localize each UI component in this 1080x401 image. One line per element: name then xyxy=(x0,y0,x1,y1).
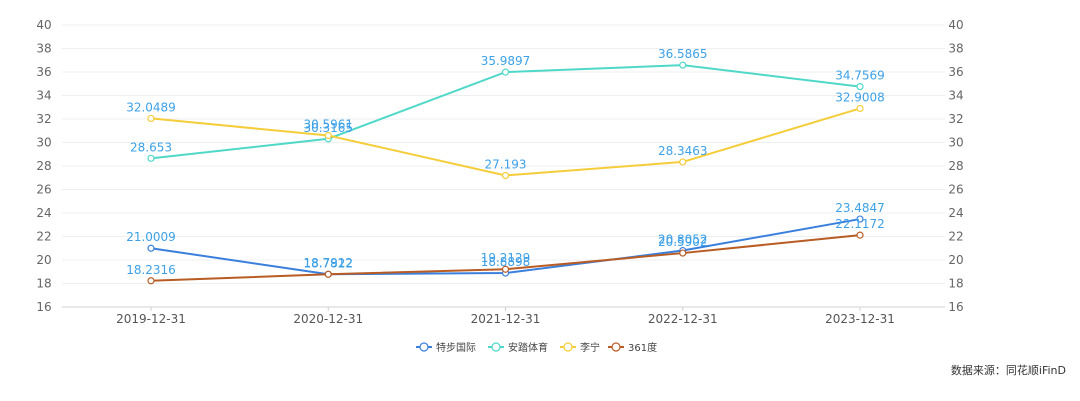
grid-lines xyxy=(62,24,945,308)
y-tick-label-right: 16 xyxy=(948,300,963,314)
data-point xyxy=(501,68,510,76)
y-tick-label-right: 26 xyxy=(948,183,963,197)
data-point xyxy=(679,158,687,166)
y-tick-label-left: 18 xyxy=(36,277,51,291)
data-label: 23.4847 xyxy=(835,201,885,215)
legend-label: 李宁 xyxy=(580,341,600,354)
data-point xyxy=(501,171,510,180)
data-point xyxy=(324,270,332,278)
legend-swatch-marker xyxy=(611,342,621,352)
y-tick-label-right: 34 xyxy=(948,89,963,103)
legend-swatch-marker xyxy=(491,342,501,352)
data-label: 21.0009 xyxy=(126,230,176,244)
data-point xyxy=(856,83,864,91)
data-label: 28.3463 xyxy=(658,144,708,158)
y-tick-label-left: 38 xyxy=(36,42,51,56)
data-label: 32.9008 xyxy=(835,90,885,104)
y-axis-right: 16 18 20 22 24 26 28 30 32 34 36 38 40 xyxy=(948,18,963,314)
y-tick-label-left: 20 xyxy=(36,253,51,267)
y-tick-label-right: 28 xyxy=(948,159,963,173)
data-label: 20.5902 xyxy=(658,235,708,249)
y-tick-label-right: 22 xyxy=(948,230,963,244)
x-tick-label: 2023-12-31 xyxy=(825,312,895,326)
data-source-note: 数据来源：同花顺iFinD xyxy=(950,364,1066,377)
legend-label: 安踏体育 xyxy=(508,341,548,354)
y-tick-label-right: 40 xyxy=(948,18,963,32)
legend: 特步国际 安踏体育 李宁 361度 xyxy=(416,341,657,354)
y-tick-label-left: 40 xyxy=(36,18,51,32)
y-tick-label-right: 36 xyxy=(948,65,963,79)
legend-swatch-marker xyxy=(419,342,429,352)
legend-swatch-marker xyxy=(563,342,573,352)
data-label: 36.5865 xyxy=(658,47,708,61)
y-axis-left: 16 18 20 22 24 26 28 30 32 34 36 38 40 xyxy=(36,18,51,314)
data-label: 32.0489 xyxy=(126,100,176,114)
y-tick-label-right: 18 xyxy=(948,277,963,291)
legend-item[interactable]: 李宁 xyxy=(560,341,600,354)
y-tick-label-left: 32 xyxy=(36,112,51,126)
series-line xyxy=(150,64,861,160)
series-layer xyxy=(147,61,864,285)
legend-label: 361度 xyxy=(628,341,657,354)
y-tick-label-left: 28 xyxy=(36,159,51,173)
legend-item[interactable]: 361度 xyxy=(608,341,657,354)
y-tick-label-left: 26 xyxy=(36,183,51,197)
data-point xyxy=(324,131,332,140)
x-tick-label: 2019-12-31 xyxy=(116,312,186,326)
y-tick-label-right: 30 xyxy=(948,136,963,150)
data-label: 30.5961 xyxy=(303,117,353,131)
y-tick-label-left: 30 xyxy=(36,136,51,150)
y-tick-label-right: 32 xyxy=(948,112,963,126)
data-point xyxy=(679,249,687,257)
data-label: 27.193 xyxy=(485,157,527,171)
y-tick-label-left: 36 xyxy=(36,65,51,79)
data-label: 20.8052 xyxy=(658,233,708,247)
data-label: 18.7912 xyxy=(303,256,353,270)
data-label: 28.653 xyxy=(130,140,172,154)
data-label: 18.7822 xyxy=(303,256,353,270)
legend-label: 特步国际 xyxy=(436,342,476,354)
data-label: 18.2316 xyxy=(126,263,176,277)
data-point xyxy=(147,244,155,252)
data-labels-layer: 21.0009 18.7912 18.8898 20.8052 23.4847 28.65… xyxy=(126,47,885,277)
data-point xyxy=(501,265,510,273)
data-label: 35.9897 xyxy=(481,54,531,68)
x-tick-label: 2020-12-31 xyxy=(293,312,363,326)
data-point xyxy=(856,104,864,113)
legend-item[interactable]: 安踏体育 xyxy=(488,341,548,354)
data-label: 18.8898 xyxy=(481,255,531,269)
data-point xyxy=(147,277,155,285)
y-tick-label-right: 38 xyxy=(948,42,963,56)
data-point xyxy=(856,215,864,223)
x-tick-label: 2021-12-31 xyxy=(471,312,541,326)
x-axis: 2019-12-31 2020-12-31 2021-12-31 2022-12-31… xyxy=(116,307,895,326)
y-tick-label-right: 24 xyxy=(948,206,963,220)
y-tick-label-left: 24 xyxy=(36,206,51,220)
y-tick-label-left: 34 xyxy=(36,89,51,103)
x-tick-label: 2022-12-31 xyxy=(648,312,718,326)
data-point xyxy=(147,154,155,162)
y-tick-label-left: 22 xyxy=(36,230,51,244)
data-label: 19.2129 xyxy=(481,251,531,265)
data-point xyxy=(856,231,864,239)
y-tick-label-left: 16 xyxy=(36,300,51,314)
data-label: 22.1172 xyxy=(835,217,885,231)
data-label: 30.3165 xyxy=(303,121,353,135)
data-point xyxy=(147,114,155,123)
legend-item[interactable]: 特步国际 xyxy=(416,342,476,354)
y-tick-label-right: 20 xyxy=(948,253,963,267)
data-label: 34.7569 xyxy=(835,69,885,83)
data-point xyxy=(679,61,687,69)
